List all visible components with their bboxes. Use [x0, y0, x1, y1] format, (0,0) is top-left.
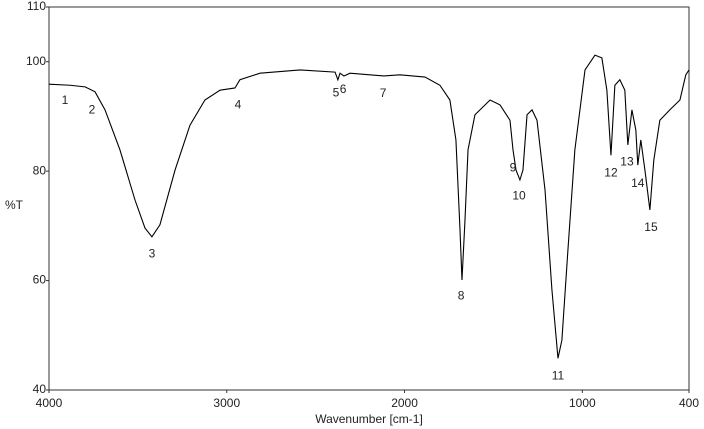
plot-frame — [48, 6, 690, 391]
peak-label: 1 — [62, 93, 69, 107]
y-axis-label: %T — [5, 198, 24, 212]
y-tick-label: 110 — [27, 0, 46, 13]
peak-label: 10 — [512, 188, 526, 202]
y-tick-label: 40 — [33, 382, 47, 396]
x-axis-label: Wavenumber [cm-1] — [315, 412, 423, 426]
peak-label: 8 — [458, 288, 465, 302]
x-tick-label: 1000 — [569, 396, 596, 410]
peak-label: 14 — [631, 176, 645, 190]
peak-label: 9 — [510, 160, 517, 174]
y-tick-label: 80 — [33, 163, 47, 177]
peak-label: 15 — [644, 220, 658, 234]
spectrum-line — [48, 54, 690, 359]
peak-label: 12 — [604, 165, 618, 179]
x-tick-label: 2000 — [391, 396, 418, 410]
peak-label: 13 — [620, 154, 634, 168]
peak-label: 6 — [340, 82, 347, 96]
x-tick-label: 4000 — [36, 396, 63, 410]
peak-label: 4 — [235, 97, 242, 111]
y-tick-label: 100 — [26, 54, 46, 68]
peak-label: 2 — [89, 102, 96, 116]
y-tick-label: 60 — [33, 273, 47, 287]
x-tick-label: 3000 — [213, 396, 240, 410]
peak-label: 5 — [333, 85, 340, 99]
peak-label: 3 — [149, 246, 156, 260]
peak-label: 7 — [380, 86, 387, 100]
x-tick-label: 400 — [679, 396, 699, 410]
peak-label: 11 — [552, 368, 565, 382]
